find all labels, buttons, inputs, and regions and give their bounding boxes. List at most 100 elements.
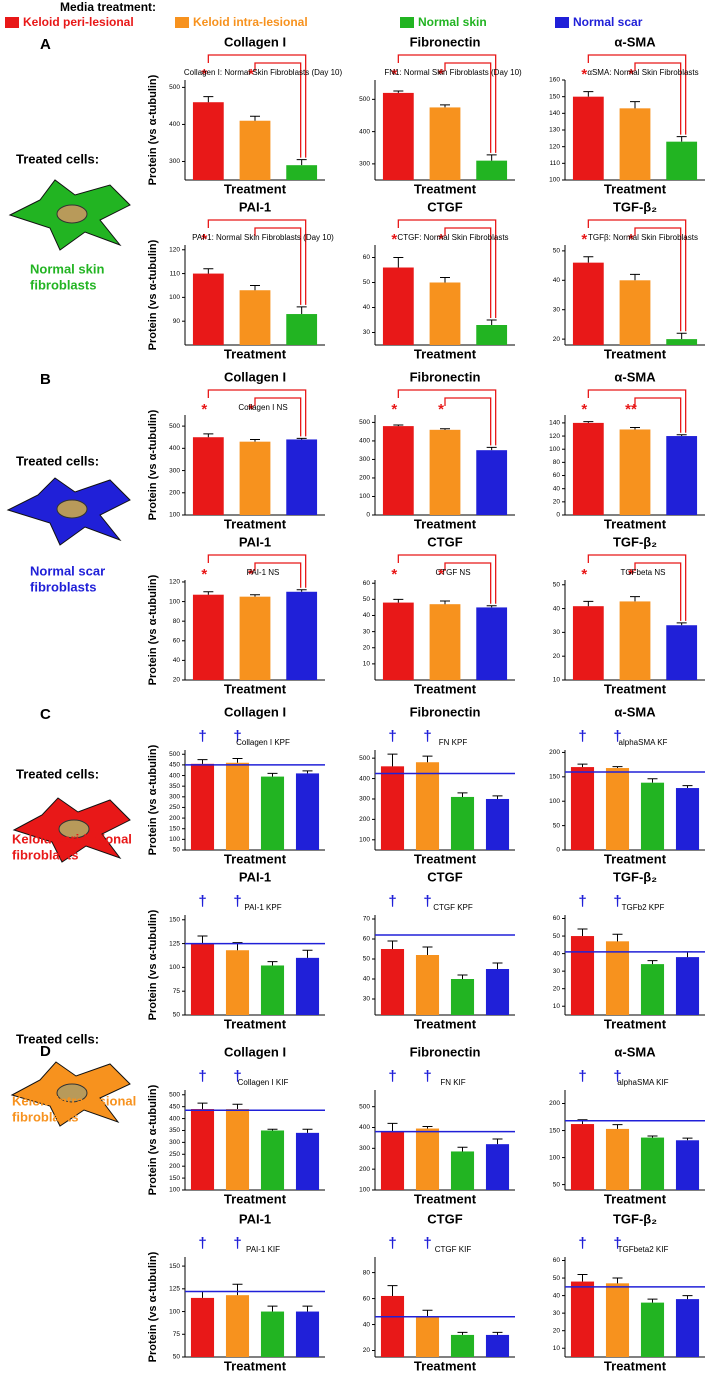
error-bar <box>267 772 278 777</box>
cells-name: fibroblasts <box>12 1109 78 1124</box>
significance-marker: † <box>613 893 621 910</box>
y-axis-label: Protein (vs α-tubulin) <box>147 409 159 520</box>
x-axis-label: Treatment <box>224 1016 287 1031</box>
significance-marker: * <box>438 66 444 83</box>
bracket <box>254 62 302 158</box>
bar <box>225 1295 250 1357</box>
y-tick-label: 0 <box>556 512 560 519</box>
y-tick-label: 30 <box>553 629 561 636</box>
error-bar <box>267 961 278 966</box>
bracket <box>254 562 302 588</box>
y-tick-label: 500 <box>169 423 180 430</box>
y-tick-label: 20 <box>553 653 561 660</box>
bar <box>476 450 508 515</box>
nucleus <box>56 499 88 519</box>
y-tick-label: 40 <box>363 976 371 983</box>
chart-subtitle: PAI-1: Normal Skin Fibroblasts (Day 10) <box>192 233 334 242</box>
significance-marker: * <box>438 566 444 583</box>
bar <box>225 1109 250 1190</box>
cells-name: Normal scar <box>30 563 105 578</box>
significance-marker: * <box>391 401 397 418</box>
bar <box>192 102 224 180</box>
bar <box>619 429 651 515</box>
y-tick-label: 30 <box>363 628 371 635</box>
bar <box>570 1281 595 1357</box>
y-tick-label: 300 <box>359 796 370 803</box>
chart-title: CTGF <box>427 534 462 549</box>
y-tick-label: 140 <box>549 420 560 427</box>
chart: Fibronectin Treatment 100 200 300 400 500 † † FN … <box>359 704 515 866</box>
bar <box>190 763 215 850</box>
y-tick-label: 40 <box>553 485 561 492</box>
significance-marker: † <box>423 728 431 745</box>
y-tick-label: 250 <box>169 804 180 811</box>
error-bar <box>302 770 313 774</box>
y-tick-label: 100 <box>359 837 370 844</box>
error-bar <box>647 960 658 965</box>
significance-marker: * <box>438 401 444 418</box>
cells-title: Treated cells: <box>16 766 99 781</box>
significance-marker: * <box>581 566 587 583</box>
y-tick-label: 400 <box>169 121 180 128</box>
significance-marker: * <box>391 566 397 583</box>
significance-marker: * <box>628 66 634 83</box>
significance-marker: * <box>628 231 634 248</box>
chart-subtitle: TGFbeta2 KIF <box>618 1245 669 1254</box>
x-axis-label: Treatment <box>224 851 287 866</box>
bracket <box>207 554 307 588</box>
error-bar <box>577 1274 588 1282</box>
legend-swatch <box>400 17 414 28</box>
y-tick-label: 40 <box>553 605 561 612</box>
x-axis-label: Treatment <box>224 681 287 696</box>
bar <box>260 776 285 850</box>
chart-title: Collagen I <box>224 704 286 719</box>
cells-name: Keloid peri-lesional <box>12 831 132 846</box>
significance-marker: † <box>578 1068 586 1085</box>
bar <box>605 1283 630 1357</box>
chart-subtitle: PAI-1 KPF <box>244 903 281 912</box>
y-tick-label: 20 <box>553 336 561 343</box>
y-tick-label: 50 <box>173 847 181 854</box>
error-bar <box>630 101 640 109</box>
bar <box>605 941 630 1015</box>
y-tick-label: 200 <box>359 1166 370 1173</box>
y-tick-label: 60 <box>363 254 371 261</box>
error-bar <box>676 622 687 626</box>
significance-marker: * <box>391 231 397 248</box>
y-tick-label: 80 <box>173 618 181 625</box>
error-bar <box>486 154 497 161</box>
y-tick-label: 500 <box>169 751 180 758</box>
bar <box>295 773 320 850</box>
error-bar <box>583 600 594 607</box>
x-axis-label: Treatment <box>604 1191 667 1206</box>
bar <box>570 936 595 1015</box>
y-tick-label: 40 <box>553 277 561 284</box>
significance-marker: * <box>581 401 587 418</box>
bar <box>286 314 318 345</box>
y-tick-label: 350 <box>169 1127 180 1134</box>
bar <box>605 768 630 850</box>
error-bar <box>393 90 404 93</box>
y-tick-label: 50 <box>363 956 371 963</box>
bar <box>572 262 604 345</box>
y-axis-label: Protein (vs α-tubulin) <box>147 1251 159 1362</box>
error-bar <box>440 600 450 605</box>
y-tick-label: 200 <box>359 475 370 482</box>
x-axis-label: Treatment <box>414 1358 477 1373</box>
significance-marker: † <box>423 893 431 910</box>
bar <box>570 767 595 850</box>
bar <box>382 267 414 345</box>
legend-label: Keloid intra-lesional <box>193 15 308 29</box>
error-bar <box>232 1283 243 1296</box>
y-tick-label: 50 <box>553 581 561 588</box>
chart-subtitle: CTGF KPF <box>433 903 473 912</box>
y-tick-label: 75 <box>173 988 181 995</box>
bar <box>190 1297 215 1357</box>
bar <box>570 1124 595 1190</box>
y-tick-label: 20 <box>363 1347 371 1354</box>
error-bar <box>486 605 497 608</box>
y-tick-label: 200 <box>169 815 180 822</box>
error-bar <box>302 1128 313 1133</box>
